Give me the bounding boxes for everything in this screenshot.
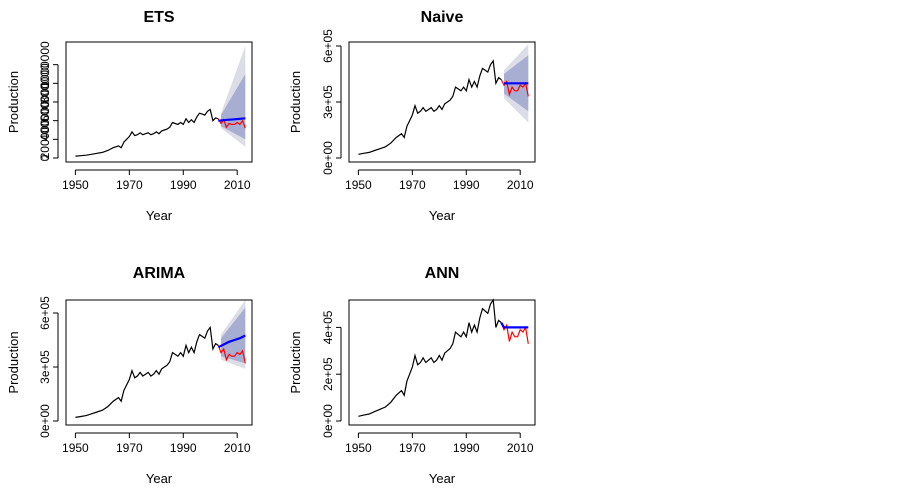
series-forecast-line (217, 334, 246, 349)
y-axis: 0e+00 3e+05 6e+05 (38, 296, 59, 438)
x-tick-label: 1950 (345, 441, 372, 455)
panel-ets: 1950 1970 1990 2010 020000040000060000080000… (6, 9, 253, 223)
series-test-line (500, 322, 529, 344)
x-tick-label: 1970 (116, 441, 143, 455)
x-tick-label: 2010 (224, 441, 251, 455)
y-tick-label: 6e+05 (321, 29, 335, 63)
y-tick-label: 600000 (38, 82, 52, 122)
series-forecast-line (500, 322, 529, 329)
x-tick-label: 1950 (62, 441, 89, 455)
y-tick-label: 6e+05 (38, 296, 52, 330)
pi80-band (221, 74, 246, 140)
y-tick-label: 4e+05 (321, 310, 335, 344)
plot-frame (348, 299, 536, 426)
x-tick-label: 1990 (170, 441, 197, 455)
chart-title: ETS (143, 9, 174, 26)
y-tick-label: 1000000 (38, 41, 52, 88)
series-actual-line (75, 108, 219, 157)
panel-naive: 1950 1970 1990 2010 0e+00 3e+05 6e+05 Naive Year… (288, 9, 536, 223)
y-axis: 0e+00 2e+05 4e+05 (321, 310, 342, 438)
chart-title: ANN (425, 265, 460, 282)
x-tick-label: 1990 (453, 178, 480, 192)
y-tick-label: 200000 (38, 119, 52, 159)
plot-frame (65, 299, 253, 426)
y-tick-label: 0 (38, 154, 52, 161)
chart-title: Naive (421, 9, 464, 26)
x-axis: 1950 1970 1990 2010 (62, 169, 251, 192)
chart-title: ARIMA (133, 265, 186, 282)
x-axis-label: Year (146, 471, 173, 486)
y-tick-label: 2e+05 (321, 357, 335, 391)
y-axis-label: Production (6, 71, 21, 133)
x-tick-label: 1950 (62, 178, 89, 192)
series-actual-line (75, 325, 219, 418)
series-actual-line (358, 59, 502, 155)
y-axis: 0e+00 3e+05 6e+05 (321, 29, 342, 175)
x-axis: 1950 1970 1990 2010 (345, 432, 534, 455)
x-tick-label: 2010 (507, 441, 534, 455)
panel-arima: 1950 1970 1990 2010 0e+00 3e+05 6e+05 ARIMA Year… (6, 265, 253, 486)
x-tick-label: 1970 (399, 441, 426, 455)
plot-frame (348, 41, 536, 163)
y-tick-label: 0e+00 (321, 404, 335, 438)
series-test-line (217, 345, 246, 364)
y-axis-label: Production (6, 331, 21, 393)
y-tick-label: 3e+05 (38, 350, 52, 384)
pi80-band (221, 307, 246, 364)
y-tick-label: 0e+00 (321, 141, 335, 175)
y-tick-label: 400000 (38, 100, 52, 140)
x-tick-label: 1970 (116, 178, 143, 192)
x-tick-label: 1950 (345, 178, 372, 192)
x-axis-label: Year (146, 208, 173, 223)
plot-frame (65, 41, 253, 163)
y-tick-label: 0e+00 (38, 404, 52, 438)
x-axis-label: Year (429, 208, 456, 223)
x-tick-label: 2010 (224, 178, 251, 192)
y-axis-label: Production (288, 71, 303, 133)
panel-ann: 1950 1970 1990 2010 0e+00 2e+05 4e+05 ANN Year Pr… (288, 265, 536, 486)
y-axis-label: Production (288, 331, 303, 393)
y-tick-label: 3e+05 (321, 85, 335, 119)
x-axis-label: Year (429, 471, 456, 486)
series-actual-line (358, 298, 502, 417)
x-axis: 1950 1970 1990 2010 (62, 432, 251, 455)
x-tick-label: 1970 (399, 178, 426, 192)
x-tick-label: 1990 (453, 441, 480, 455)
x-tick-label: 1990 (170, 178, 197, 192)
x-axis: 1950 1970 1990 2010 (345, 169, 534, 192)
series-forecast-line (218, 117, 246, 122)
x-tick-label: 2010 (507, 178, 534, 192)
y-tick-label: 800000 (38, 63, 52, 103)
